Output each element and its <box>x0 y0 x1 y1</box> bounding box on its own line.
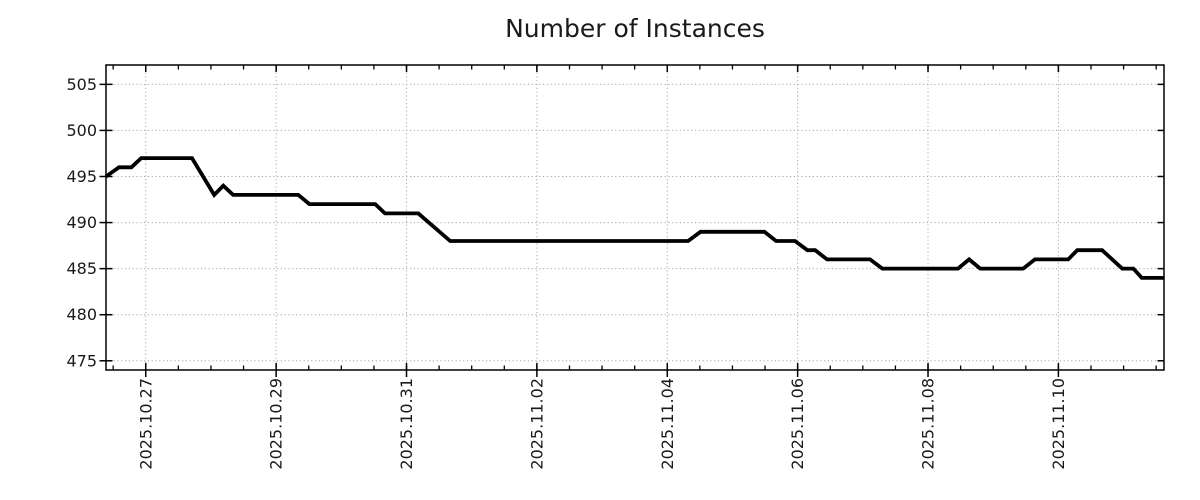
y-tick-label: 495 <box>66 167 97 186</box>
x-tick-label: 2025.10.29 <box>267 378 286 470</box>
plot-frame <box>105 64 1165 371</box>
x-tick-label: 2025.10.31 <box>397 378 416 470</box>
y-tick-label: 505 <box>66 75 97 94</box>
y-tick-label: 490 <box>66 213 97 232</box>
x-tick-label: 2025.11.08 <box>919 378 938 470</box>
x-tick-label: 2025.11.06 <box>788 378 807 470</box>
x-tick-label: 2025.11.10 <box>1049 378 1068 470</box>
y-tick-label: 475 <box>66 351 97 370</box>
y-tick-label: 500 <box>66 121 97 140</box>
data-line <box>104 156 1164 280</box>
y-tick-label: 485 <box>66 259 97 278</box>
chart-title: Number of Instances <box>505 14 765 43</box>
x-tick-label: 2025.10.27 <box>136 378 155 470</box>
x-tick-label: 2025.11.02 <box>527 378 546 470</box>
x-tick-label: 2025.11.04 <box>658 378 677 470</box>
y-tick-label: 480 <box>66 305 97 324</box>
